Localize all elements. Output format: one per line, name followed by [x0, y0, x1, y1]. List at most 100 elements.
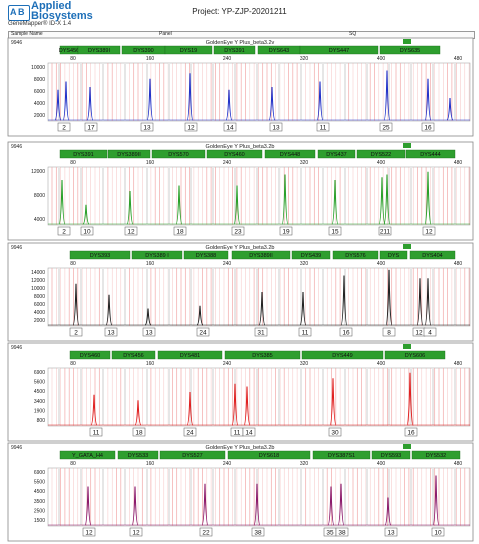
y-tick-label: 8000 [34, 193, 45, 199]
x-tick-label: 240 [223, 361, 232, 367]
y-tick-label: 12000 [31, 169, 45, 175]
allele-call-box [339, 327, 353, 337]
marker-label: DYS643 [269, 48, 290, 54]
marker-box [299, 45, 379, 55]
bin-shade [454, 63, 456, 121]
marker-label: DYS606 [405, 353, 426, 359]
peak [62, 81, 70, 121]
panel-1: 9946 GoldenEye Y Plus_beta3.2v DYS456 DYS38… [7, 37, 474, 137]
marker-box [312, 450, 371, 460]
peak [268, 86, 276, 121]
y-tick-label: 1500 [34, 518, 45, 524]
bin-shade [102, 167, 104, 225]
bin-shade [124, 268, 126, 326]
allele-call-box [251, 527, 265, 537]
allele-call-label: 11 [302, 329, 309, 336]
bin-shade [146, 167, 148, 225]
bin-shade [300, 167, 302, 225]
peak [340, 275, 348, 326]
bin-shade [190, 468, 192, 526]
bin-shade [124, 167, 126, 225]
bin-shade [256, 167, 258, 225]
y-tick-label: 3400 [34, 399, 45, 405]
allele-call-label: 13 [145, 329, 153, 336]
x-tick-label: 400 [377, 160, 386, 166]
peak [299, 291, 307, 326]
bin-shade [80, 167, 82, 225]
y-tick-label: 5500 [34, 480, 45, 486]
plot-area [47, 467, 471, 527]
allele-call-box [80, 226, 94, 236]
y-tick-label: 2000 [34, 113, 45, 119]
sample-id: 9946 [11, 445, 22, 451]
allele-call-box [183, 427, 197, 437]
allele-call-label: 30 [331, 429, 339, 436]
marker-label: DYS390 [133, 48, 154, 54]
bin-shade [58, 468, 60, 526]
bin-shade [146, 268, 148, 326]
bin-shade [454, 468, 456, 526]
allele-call-label: 13 [143, 124, 151, 131]
allele-call-box [298, 327, 312, 337]
panel-name: GoldenEye Y Plus_beta3.2b [206, 245, 275, 251]
panel-4: 9946 DYS460 DYS456 DYS481 DYS385 DYS449 DYS606… [7, 342, 474, 442]
bin-shade [432, 468, 434, 526]
allele-call-box [223, 122, 237, 132]
sq-indicator [403, 143, 411, 148]
marker-box [301, 350, 384, 360]
allele-call-label: 31 [257, 329, 265, 336]
allele-call-label: 17 [87, 124, 95, 131]
allele-call-box [431, 527, 445, 537]
panel-name: GoldenEye Y Plus_beta3.2b [206, 144, 275, 150]
peak [233, 185, 241, 225]
marker-label: DYS389I [88, 48, 110, 54]
allele-call-label: 24 [186, 429, 194, 436]
y-tick-label: 4000 [34, 101, 45, 107]
x-tick-label: 320 [300, 361, 309, 367]
allele-call-box [124, 226, 138, 236]
marker-box [224, 350, 301, 360]
allele-call-label: 25 [382, 124, 390, 131]
marker-box [69, 350, 111, 360]
panel-name: GoldenEye Y Plus_beta3.2v [206, 40, 275, 46]
allele-call-box [316, 122, 330, 132]
allele-call-box [269, 122, 283, 132]
bin-shade [278, 167, 280, 225]
bin-shade [80, 368, 82, 426]
bin-shade [366, 167, 368, 225]
x-tick-label: 480 [454, 261, 463, 267]
bin-shade [58, 268, 60, 326]
bin-shade [102, 368, 104, 426]
marker-box [77, 45, 121, 55]
marker-box [332, 250, 379, 260]
allele-call-label: 18 [135, 429, 143, 436]
bin-shade [234, 268, 236, 326]
marker-box [409, 250, 456, 260]
x-tick-label: 320 [300, 160, 309, 166]
marker-box [379, 250, 408, 260]
bin-shade [454, 167, 456, 225]
x-tick-label: 320 [300, 261, 309, 267]
marker-box [183, 250, 229, 260]
allele-call-label: 11 [320, 124, 327, 131]
x-tick-label: 240 [223, 261, 232, 267]
allele-call-box [242, 427, 256, 437]
plot-area [47, 166, 471, 226]
allele-call-box [84, 122, 98, 132]
marker-label: DYS437 [326, 152, 347, 158]
peak [329, 378, 337, 426]
marker-label: DYS388 [196, 253, 217, 259]
marker-label: DYS456 [123, 353, 144, 359]
bin-shade [366, 368, 368, 426]
bin-shade [168, 268, 170, 326]
bin-shade [190, 368, 192, 426]
bin-shade [278, 368, 280, 426]
y-tick-label: 10000 [31, 65, 45, 71]
bin-shade [146, 63, 148, 121]
peak [54, 89, 62, 121]
marker-label: DYS389II [117, 152, 141, 158]
bin-shade [80, 268, 82, 326]
allele-call-label: 16 [424, 124, 432, 131]
bin-shade [366, 63, 368, 121]
